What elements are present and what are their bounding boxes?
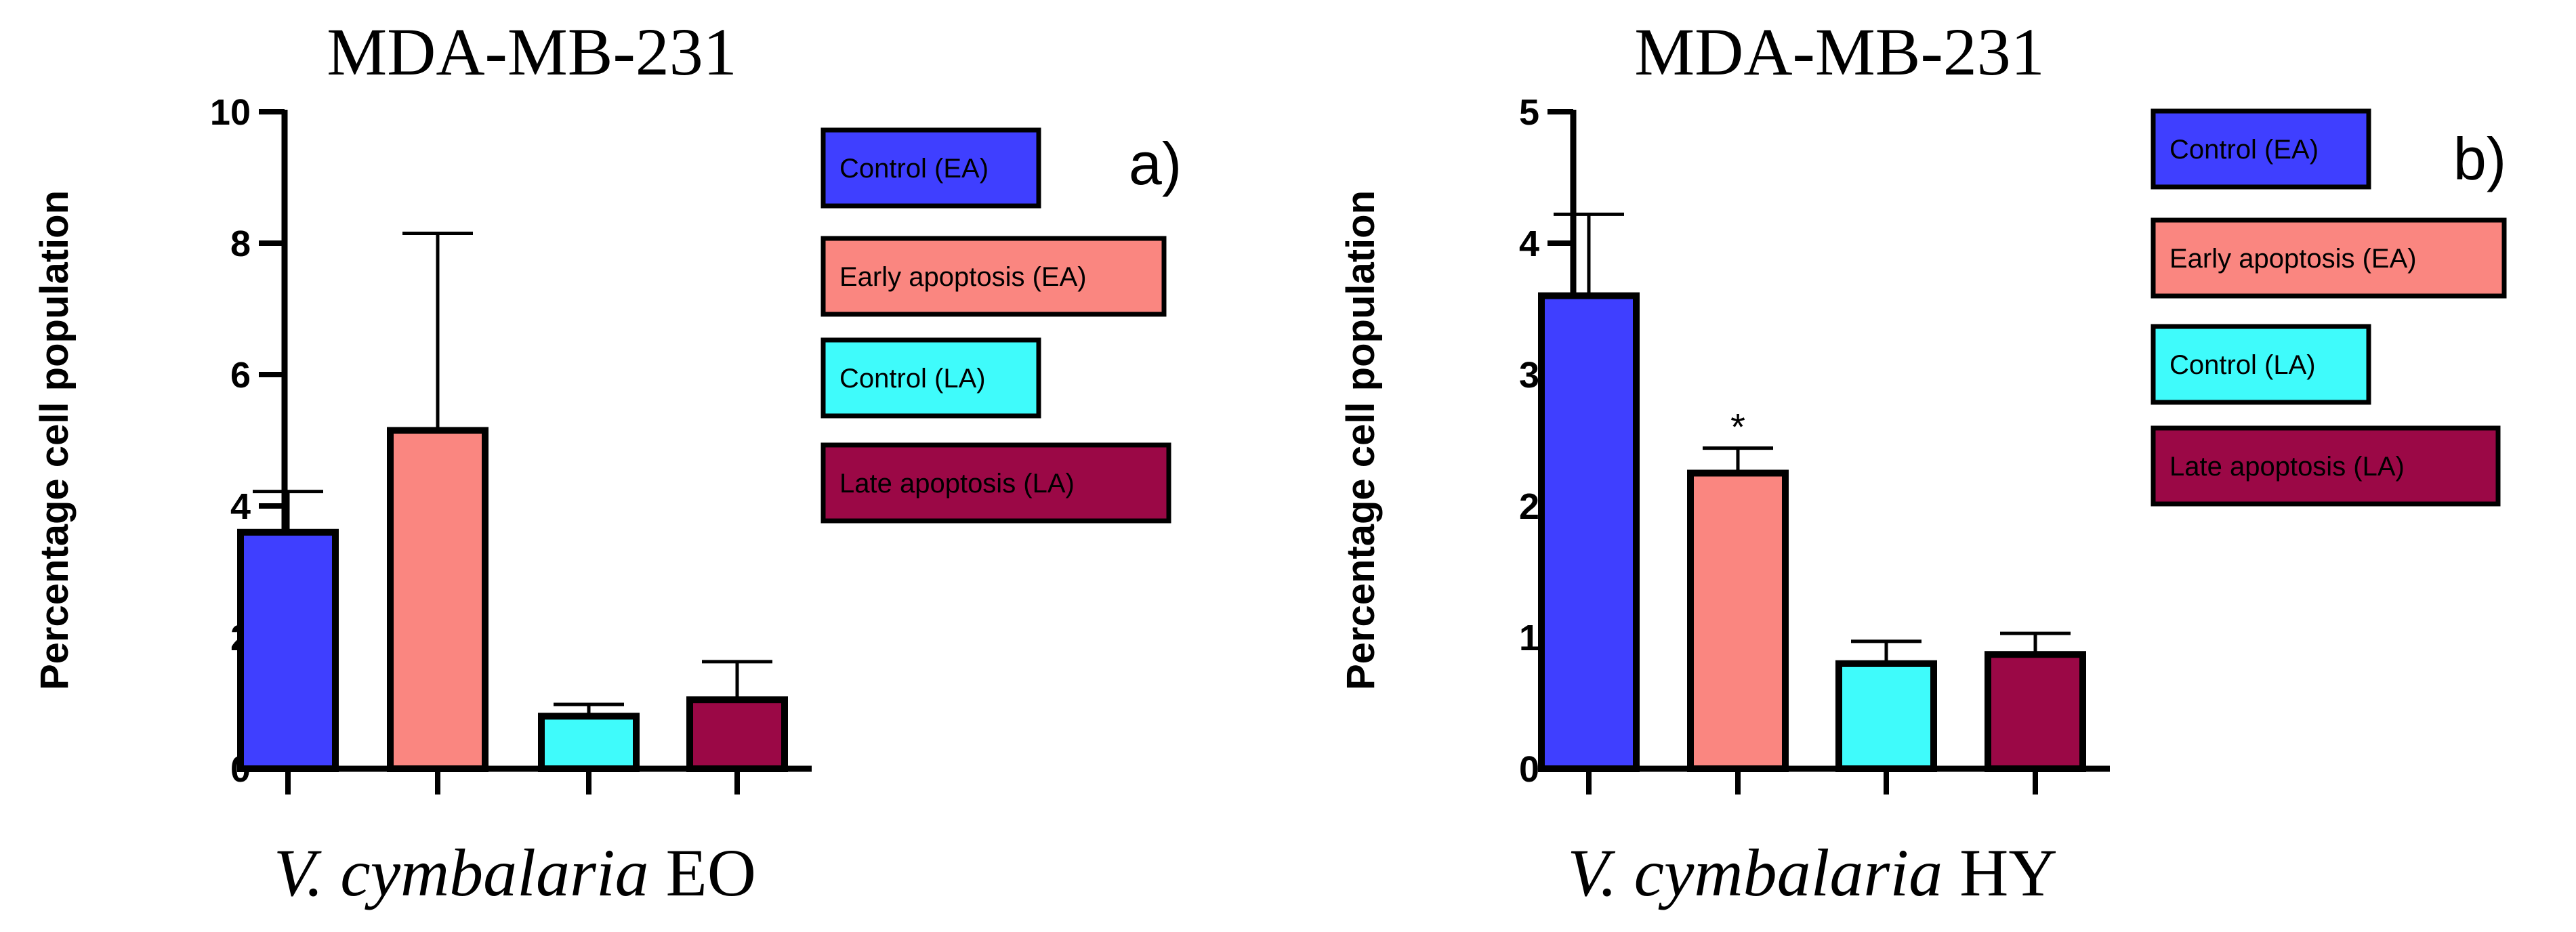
panel-label: b): [2453, 125, 2506, 192]
y-axis-label: Percentage cell population: [33, 190, 77, 690]
legend-label-2: Early apoptosis (EA): [839, 262, 1087, 292]
bar-1: [237, 528, 339, 772]
legend-swatch-3: [820, 337, 1041, 419]
bar-2: [1687, 469, 1789, 772]
bar-4: [686, 696, 788, 773]
y-tick-label: 0: [1519, 749, 1539, 790]
x-axis-label: V. cymbalaria HY: [1567, 835, 2057, 910]
x-axis-label-species: V. cymbalaria: [1567, 835, 1943, 910]
y-tick-label: 4: [230, 486, 251, 527]
legend-swatch-1: [820, 127, 1041, 209]
chart-panel-b: MDA-MB-231 Percentage cell population 0 1 2 3…: [1339, 14, 2507, 910]
legend-label-2: Early apoptosis (EA): [2169, 244, 2417, 274]
bar-2: [387, 427, 489, 772]
legend-swatch-4: [2151, 425, 2501, 507]
y-tick-label: 1: [1519, 618, 1539, 658]
y-tick-label: 8: [230, 224, 251, 264]
legend-swatch-2: [2151, 217, 2507, 299]
panel-label: a): [1129, 130, 1182, 197]
y-axis-label: Percentage cell population: [1339, 190, 1383, 690]
legend-swatch-3: [2151, 324, 2371, 405]
y-tick-label: 6: [230, 355, 251, 396]
y-tick-label: 5: [1519, 92, 1539, 133]
x-axis-label-species: V. cymbalaria: [274, 835, 649, 910]
legend-label-1: Control (EA): [839, 154, 989, 184]
legend-swatch-1: [2151, 108, 2371, 190]
x-axis-label-extract: EO: [649, 835, 756, 910]
bar-3: [538, 713, 640, 773]
legend-label-3: Control (LA): [839, 364, 986, 394]
y-tick-label: 3: [1519, 355, 1539, 396]
legend-label-4: Late apoptosis (LA): [839, 469, 1075, 499]
chart-title: MDA-MB-231: [1634, 14, 2045, 89]
y-tick-label: 10: [210, 92, 251, 133]
significance-marker: *: [1730, 406, 1745, 448]
y-tick-label: 4: [1519, 224, 1539, 264]
chart-title: MDA-MB-231: [327, 14, 737, 89]
legend-swatch-4: [820, 442, 1171, 524]
legend-label-3: Control (LA): [2169, 350, 2316, 380]
legend-label-1: Control (EA): [2169, 135, 2319, 165]
bar-1: [1538, 292, 1640, 773]
y-tick-label: 2: [1519, 486, 1539, 527]
bar-4: [1985, 651, 2086, 772]
legend-label-4: Late apoptosis (LA): [2169, 452, 2405, 482]
x-axis-label-extract: HY: [1943, 835, 2057, 910]
x-axis-label: V. cymbalaria EO: [274, 835, 756, 910]
legend-swatch-2: [820, 236, 1167, 317]
bar-3: [1835, 660, 1937, 772]
